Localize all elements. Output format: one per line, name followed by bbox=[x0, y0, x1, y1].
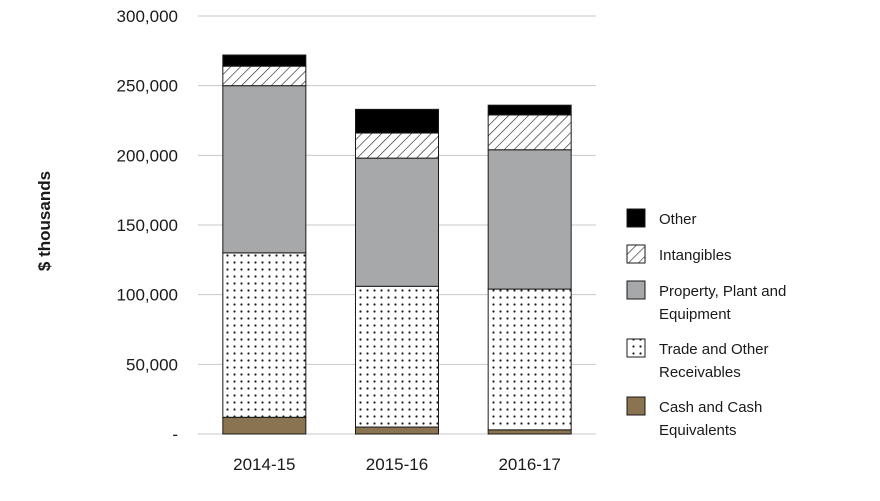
legend-swatch bbox=[626, 280, 646, 300]
legend-label: Receivables bbox=[659, 364, 741, 381]
bar-segment bbox=[222, 416, 307, 435]
bar-segment bbox=[222, 252, 307, 418]
bar-segment bbox=[487, 114, 572, 151]
legend-label: Trade and Other bbox=[659, 341, 769, 358]
y-tick-label: - bbox=[172, 425, 178, 444]
bar-segment bbox=[487, 104, 572, 116]
y-axis-label: $ thousands bbox=[35, 171, 54, 271]
bar-segment bbox=[222, 85, 307, 254]
legend-label: Other bbox=[659, 211, 697, 228]
bar-segment bbox=[222, 65, 307, 87]
y-tick-label: 150,000 bbox=[117, 216, 178, 235]
legend-swatch bbox=[626, 208, 646, 228]
y-tick-label: 250,000 bbox=[117, 77, 178, 96]
bar-segment bbox=[355, 132, 439, 159]
bar-segment bbox=[355, 108, 439, 134]
y-tick-label: 100,000 bbox=[117, 286, 178, 305]
y-axis-ticks: - 50,000 100,000 150,000 200,000 250,000 300,0… bbox=[117, 7, 178, 444]
bar-segment bbox=[355, 426, 439, 435]
legend-label: Equivalents bbox=[659, 422, 737, 439]
y-tick-label: 300,000 bbox=[117, 7, 178, 26]
legend-swatch bbox=[626, 338, 646, 358]
bar-segment bbox=[487, 288, 572, 431]
bar-segment bbox=[355, 157, 439, 287]
x-axis-ticks: 2014-15 2015-16 2016-17 bbox=[233, 455, 561, 474]
x-tick-label: 2014-15 bbox=[233, 455, 295, 474]
bar-segment bbox=[222, 54, 307, 67]
legend-label: Equipment bbox=[659, 306, 732, 323]
y-tick-label: 200,000 bbox=[117, 146, 178, 165]
legend-label: Property, Plant and bbox=[659, 283, 786, 300]
y-tick-label: 50,000 bbox=[126, 355, 178, 374]
bars bbox=[222, 54, 572, 435]
bar-segment bbox=[355, 285, 439, 428]
x-tick-label: 2015-16 bbox=[366, 455, 428, 474]
legend: Other Intangibles Property, Plant and Equip… bbox=[626, 208, 786, 439]
legend-swatch bbox=[626, 244, 646, 264]
legend-label: Cash and Cash bbox=[659, 399, 762, 416]
bar-segment bbox=[487, 149, 572, 290]
x-tick-label: 2016-17 bbox=[498, 455, 560, 474]
legend-label: Intangibles bbox=[659, 247, 732, 264]
legend-swatch bbox=[626, 396, 646, 416]
bar-segment bbox=[487, 429, 572, 435]
